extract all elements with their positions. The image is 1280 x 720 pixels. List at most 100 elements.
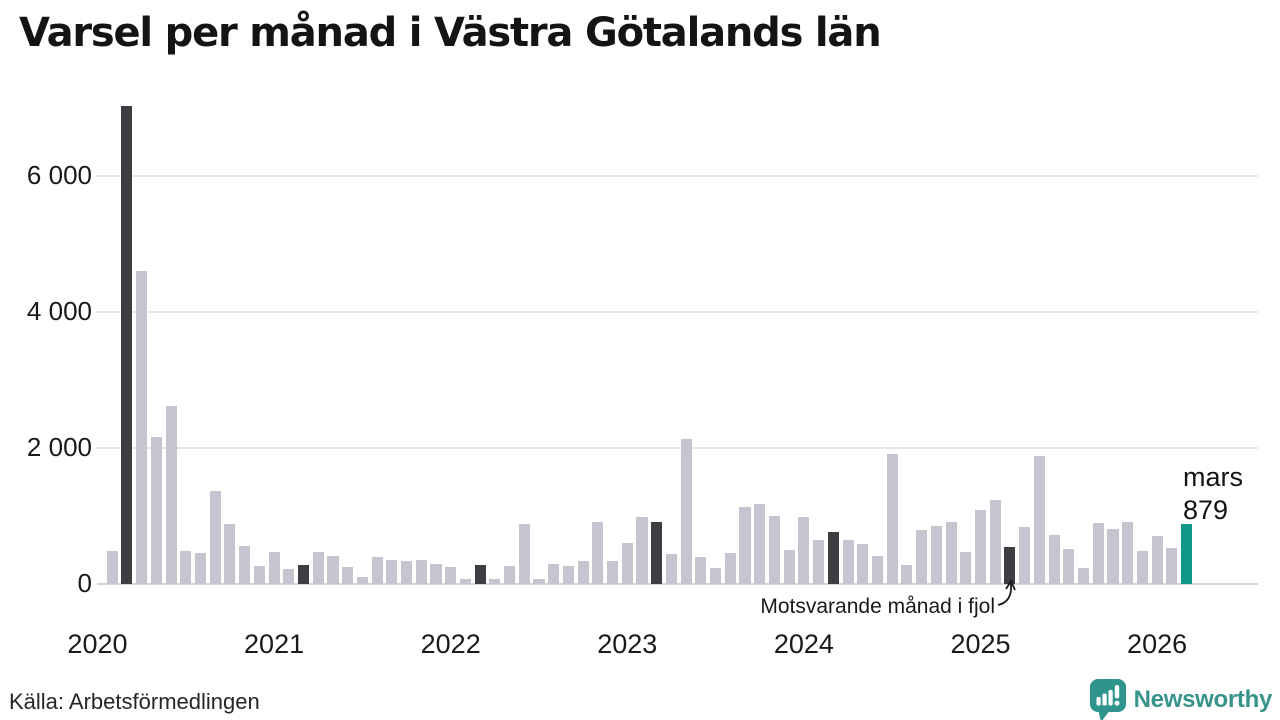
bar-2020-07 [180, 551, 192, 584]
bar-2024-09 [916, 530, 928, 584]
bar-2025-04 [1019, 527, 1031, 584]
bar-2020-12 [253, 566, 265, 584]
bar-2021-04 [312, 552, 324, 584]
bar-2021-12 [430, 564, 442, 584]
bar-2025-06 [1048, 535, 1060, 584]
bar-2025-01 [974, 510, 987, 584]
bar-2022-11 [592, 522, 604, 584]
bar-2021-07 [356, 577, 368, 584]
bar-2022-10 [577, 561, 589, 584]
bar-2023-11 [768, 516, 781, 584]
x-tick-label-2023: 2023 [597, 629, 658, 659]
bar-2020-03 [121, 106, 133, 584]
bar-2022-02 [459, 579, 471, 584]
bar-2025-07 [1063, 549, 1075, 584]
bar-2024-11 [945, 522, 957, 584]
x-tick-label-2024: 2024 [773, 629, 834, 659]
bar-2024-07 [886, 454, 898, 584]
bar-2024-12 [960, 552, 972, 584]
bar-2022-04 [489, 579, 501, 584]
bar-2021-02 [283, 569, 295, 584]
bar-2023-08 [724, 553, 736, 584]
bar-2020-10 [224, 524, 236, 584]
bar-2024-06 [871, 556, 884, 584]
bar-2026-02 [1166, 548, 1178, 584]
bar-2023-12 [783, 550, 795, 584]
bar-2020-09 [209, 491, 221, 584]
bar-2020-02 [106, 551, 118, 584]
bar-2021-05 [327, 556, 339, 584]
bar-2024-08 [901, 565, 913, 584]
y-tick-label-6000: 6 000 [26, 160, 92, 190]
bar-2021-11 [415, 560, 427, 584]
bar-2024-04 [842, 540, 854, 584]
bar-2021-10 [400, 561, 413, 584]
bar-2023-07 [710, 568, 722, 584]
newsworthy-wordmark: Newsworthy [1133, 686, 1273, 713]
bar-2022-08 [548, 564, 560, 584]
bar-2024-10 [930, 526, 942, 584]
y-tick-label-4000: 4 000 [26, 296, 92, 326]
bar-2022-03 [474, 565, 486, 584]
current-month-name: mars [1183, 462, 1243, 492]
bar-2023-10 [754, 504, 766, 584]
current-month-label: mars 879 [1183, 461, 1243, 527]
bar-2023-09 [739, 507, 751, 584]
bar-2022-06 [518, 524, 530, 584]
bar-2022-09 [562, 566, 574, 584]
bar-2025-12 [1136, 551, 1148, 584]
bar-2023-01 [621, 543, 633, 584]
bar-2022-12 [607, 561, 619, 584]
bar-2024-05 [857, 544, 869, 584]
y-tick-label-2000: 2 000 [26, 432, 92, 462]
annotation-arrow-icon [997, 579, 1016, 606]
bar-2025-05 [1033, 456, 1045, 584]
bar-2021-06 [342, 567, 354, 584]
bar-2020-04 [136, 271, 148, 584]
bar-2020-06 [165, 406, 177, 584]
bar-2020-11 [239, 546, 251, 584]
source-credit: Källa: Arbetsförmedlingen [9, 689, 260, 714]
bar-2026-03 [1180, 524, 1193, 584]
newsworthy-logo: Newsworthy [1088, 679, 1272, 720]
bar-2023-03 [651, 522, 663, 584]
gridline-6000 [97, 175, 1258, 177]
bar-2022-07 [533, 579, 545, 584]
x-tick-label-2021: 2021 [244, 629, 305, 659]
bar-2023-04 [665, 554, 677, 584]
bar-2020-08 [194, 553, 207, 584]
bar-2025-08 [1077, 568, 1090, 584]
bar-2021-08 [371, 557, 383, 584]
y-tick-label-0: 0 [77, 568, 92, 598]
bar-2022-05 [504, 566, 516, 584]
bar-2025-10 [1107, 529, 1119, 584]
gridline-2000 [97, 447, 1258, 449]
annotation-same-month-last-year: Motsvarande månad i fjol [760, 595, 995, 618]
bar-2026-01 [1151, 536, 1163, 584]
bar-2023-06 [695, 557, 707, 584]
bar-2025-09 [1092, 523, 1104, 584]
bar-2025-11 [1122, 522, 1134, 584]
bar-2023-02 [636, 517, 648, 584]
bar-2021-09 [386, 560, 398, 584]
newsworthy-speech-bubble-bar-chart-icon [1089, 679, 1126, 720]
chart-title: Varsel per månad i Västra Götalands län [19, 10, 882, 56]
x-tick-label-2022: 2022 [420, 629, 481, 659]
x-tick-label-2026: 2026 [1127, 629, 1188, 659]
bar-2020-05 [150, 437, 162, 584]
bar-2023-05 [680, 439, 692, 584]
current-month-value: 879 [1183, 495, 1229, 525]
x-tick-label-2020: 2020 [67, 629, 128, 659]
gridline-4000 [97, 311, 1258, 313]
bar-2024-03 [827, 532, 839, 584]
bar-2022-01 [445, 567, 457, 584]
x-axis-line [97, 583, 1258, 585]
x-tick-label-2025: 2025 [950, 629, 1011, 659]
bar-2025-02 [989, 500, 1001, 584]
bar-2024-01 [798, 517, 810, 584]
bar-2024-02 [813, 540, 825, 584]
bar-2021-03 [297, 565, 310, 584]
bar-2025-03 [1004, 547, 1016, 584]
bar-2021-01 [268, 552, 280, 584]
